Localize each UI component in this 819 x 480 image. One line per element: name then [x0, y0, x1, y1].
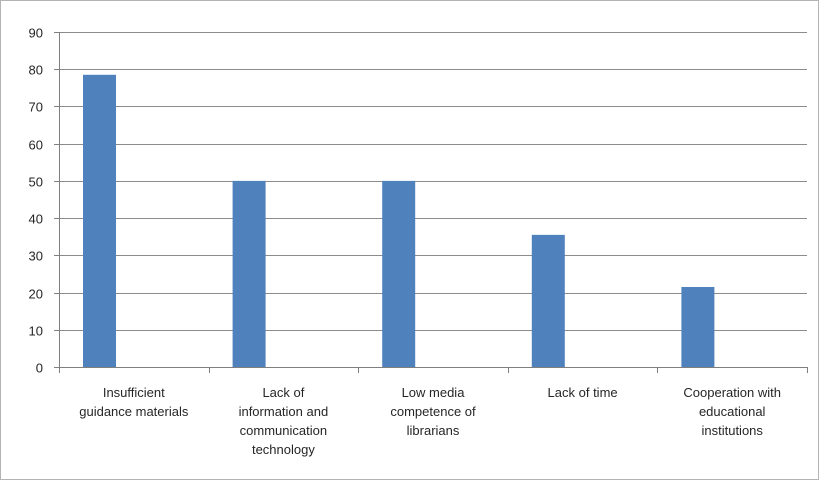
x-category-label: information and — [239, 404, 329, 419]
y-tick-label: 50 — [29, 175, 43, 190]
x-category-label: librarians — [407, 423, 460, 438]
x-category-label: Insufficient — [103, 385, 165, 400]
y-tick-label: 80 — [29, 63, 43, 78]
x-category-label: Low media — [402, 385, 466, 400]
y-tick-label: 60 — [29, 138, 43, 153]
y-tick-label: 10 — [29, 324, 43, 339]
y-tick-label: 70 — [29, 100, 43, 115]
bar — [83, 74, 116, 368]
x-category-label: competence of — [390, 404, 476, 419]
x-category-label: institutions — [701, 423, 763, 438]
bar — [531, 234, 565, 367]
x-category-label: Lack of time — [548, 385, 618, 400]
y-tick-label: 0 — [36, 361, 43, 376]
bar — [382, 180, 416, 367]
bar — [681, 286, 715, 367]
y-tick-label: 90 — [29, 26, 43, 41]
y-tick-label: 20 — [29, 287, 43, 302]
bar — [232, 180, 266, 367]
x-category-label: educational — [699, 404, 766, 419]
x-category-label: Cooperation with — [683, 385, 781, 400]
x-category-label: guidance materials — [79, 404, 189, 419]
y-tick-label: 30 — [29, 249, 43, 264]
x-category-label: technology — [252, 442, 315, 457]
x-category-label: Lack of — [262, 385, 304, 400]
y-tick-label: 40 — [29, 212, 43, 227]
x-category-label: communication — [240, 423, 327, 438]
